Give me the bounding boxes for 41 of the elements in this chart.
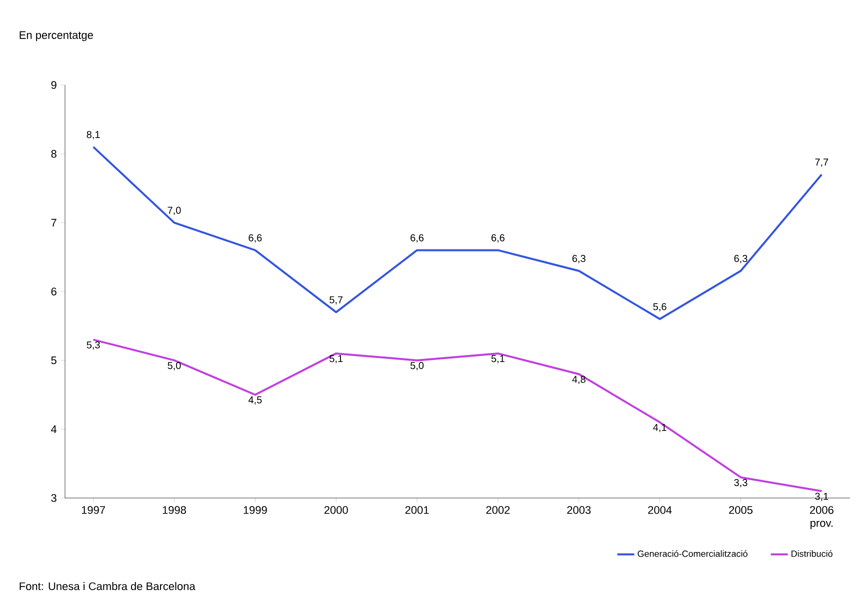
x-tick-label: 2005 <box>729 506 753 514</box>
x-tick-label: 2004 <box>648 506 672 514</box>
data-label: 5,1 <box>491 355 504 364</box>
data-label: 6,6 <box>410 234 424 243</box>
legend-label: Generació-Comercialització <box>638 550 748 557</box>
data-label: 3,1 <box>815 492 828 502</box>
data-label: 5,0 <box>410 362 424 370</box>
data-label: 5,6 <box>653 303 666 312</box>
x-tick-label: 2001 <box>405 506 429 514</box>
x-tick-label: 1998 <box>162 506 186 514</box>
x-tick-label: 2002 <box>486 506 510 514</box>
y-tick-label: 8 <box>51 150 56 158</box>
legend-label: Distribució <box>792 550 832 557</box>
data-label: 6,6 <box>492 234 504 243</box>
data-label: 8,1 <box>86 131 100 140</box>
data-label: 5,0 <box>168 362 181 370</box>
x-tick-label: 2003 <box>567 506 591 514</box>
data-label: 4,1 <box>653 424 666 432</box>
data-label: 6,3 <box>572 254 586 264</box>
data-label: 3,3 <box>734 479 748 488</box>
x-tick-label: 1997 <box>82 506 105 514</box>
y-tick-label: 6 <box>51 288 56 296</box>
data-label: 5,1 <box>330 355 343 364</box>
data-label: 6,3 <box>734 254 748 264</box>
x-tick-label: 2000 <box>324 506 348 514</box>
data-label: 4,5 <box>248 396 262 405</box>
data-label: 7,0 <box>168 206 181 216</box>
y-tick-label: 4 <box>51 425 57 433</box>
data-label: 5,7 <box>330 296 343 304</box>
data-label: 5,3 <box>86 341 100 350</box>
data-label: 6,6 <box>248 234 262 243</box>
data-label: 4,8 <box>572 376 586 384</box>
data-label: 7,7 <box>815 158 828 167</box>
x-tick-label: 2006 prov. <box>810 506 834 530</box>
y-tick-label: 7 <box>51 218 56 226</box>
y-axis-title: En percentatge <box>20 31 93 42</box>
y-tick-label: 5 <box>51 356 56 364</box>
text: Font: Unesa i Cambra de Barcelona <box>20 582 196 590</box>
y-tick-label: 3 <box>51 494 56 502</box>
x-tick-label: 1999 <box>244 506 267 514</box>
y-tick-label: 9 <box>51 81 56 89</box>
